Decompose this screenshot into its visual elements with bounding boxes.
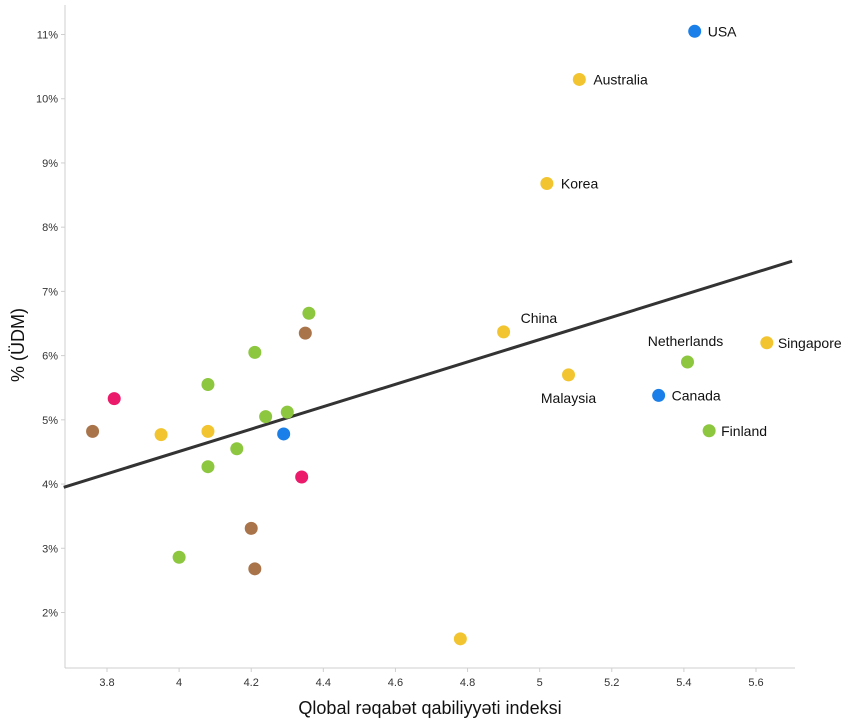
data-point [540,176,554,190]
data-point [172,550,186,564]
data-point [201,460,215,474]
data-point [760,336,774,350]
x-tick-label: 5 [537,677,543,689]
data-point [572,72,586,86]
trend-line [63,259,793,489]
data-point [453,632,467,646]
plot-area [64,5,795,669]
data-point [298,326,312,340]
data-point [688,24,702,38]
y-tick-label: 6% [42,351,58,363]
x-tick-label: 4.6 [388,677,403,689]
y-tick-label: 7% [42,286,58,298]
data-label: Finland [721,423,767,439]
data-point [244,521,258,535]
x-tick-label: 4 [176,677,182,689]
x-tick-label: 5.2 [604,677,619,689]
data-label: Singapore [778,335,842,351]
data-point [230,442,244,456]
y-tick-label: 11% [37,30,58,42]
x-tick-label: 4.2 [244,677,259,689]
data-point [107,392,121,406]
y-axis-title: % (ÜDM) [8,308,28,382]
data-point [201,378,215,392]
x-tick-label: 4.4 [316,677,331,689]
data-point [201,424,215,438]
x-axis-ticks: 3.8 4 4.2 4.4 4.6 4.8 5 5.2 5.4 5.6 [99,668,764,689]
data-label: Canada [672,387,721,403]
x-tick-label: 3.8 [99,677,114,689]
point-labels: USA Australia Korea China Malaysia Netherland… [521,23,842,438]
data-label: USA [708,23,737,39]
y-tick-label: 4% [42,479,58,491]
y-axis-ticks: 2% 3% 4% 5% 6% 7% 8% 9% 10% 11% [36,30,65,620]
data-point [259,410,273,424]
x-tick-label: 5.4 [676,677,691,689]
data-point [652,388,666,402]
data-point [277,427,291,441]
data-point [248,345,262,359]
x-tick-label: 5.6 [748,677,763,689]
y-tick-label: 2% [42,608,58,620]
data-point [86,424,100,438]
y-tick-label: 3% [42,543,58,555]
data-label: Netherlands [648,333,724,349]
y-tick-label: 8% [42,222,58,234]
data-point [248,562,262,576]
data-points [86,24,774,646]
data-label: Australia [593,71,648,87]
data-point [302,306,316,320]
data-label: Korea [561,175,599,191]
x-axis-title: Qlobal rəqabət qabiliyyəti indeksi [298,698,561,718]
data-point [280,405,294,419]
data-point [497,325,511,339]
y-tick-label: 10% [36,94,58,106]
x-tick-label: 4.8 [460,677,475,689]
y-tick-label: 5% [42,415,58,427]
data-point [702,424,716,438]
data-point [154,428,168,442]
data-point [680,355,694,369]
data-point [295,470,309,484]
data-point [562,368,576,382]
data-label: China [521,310,558,326]
y-tick-label: 9% [42,158,58,170]
data-label: Malaysia [541,390,596,406]
